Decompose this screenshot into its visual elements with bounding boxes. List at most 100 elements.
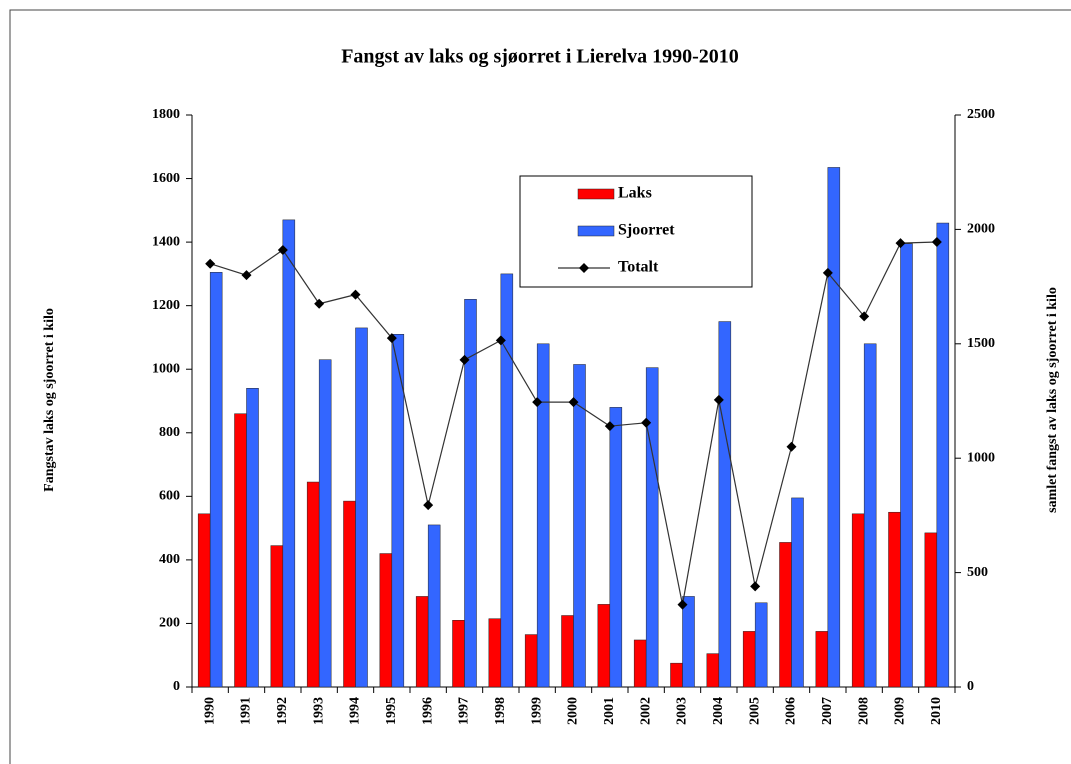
bar [888,511,901,688]
bar [561,615,574,688]
x-tick-label: 2000 [566,697,581,725]
bar [754,602,768,688]
x-tick-label: 2004 [711,697,726,725]
line-marker [677,599,688,610]
bar [597,604,611,688]
x-tick-label: 2010 [929,697,944,725]
line-marker [859,311,870,322]
bar [633,639,647,688]
bar [306,481,320,688]
bar [706,653,720,688]
x-tick-label: 1994 [348,697,363,725]
bar [815,631,829,688]
bar [234,413,247,688]
y-tick-label: 600 [159,489,180,504]
x-tick-label: 1990 [202,697,217,725]
x-tick-label: 2006 [784,697,799,725]
legend-label: Laks [618,185,652,202]
line-marker [568,397,579,408]
y-tick-label: 800 [159,425,180,440]
bar [524,634,538,688]
bar [209,272,223,688]
x-tick-label: 2007 [820,697,835,725]
y-tick-label: 1400 [152,234,180,249]
bar [645,367,659,688]
bar [464,299,477,688]
bar [791,497,804,688]
bar [452,620,465,688]
x-tick-label: 1995 [384,697,399,725]
legend-marker [579,263,589,273]
bar [827,167,841,688]
line-marker [822,267,833,278]
bar [573,364,586,688]
line-marker [604,421,615,432]
y2-tick-label: 1500 [967,336,995,351]
line-marker [350,289,361,300]
line-marker [931,236,942,247]
bar [742,631,756,688]
x-tick-label: 2003 [675,697,690,725]
y-tick-label: 400 [159,552,180,567]
y-axis-label: Fangstav laks og sjoorret i kilo [42,308,57,492]
x-tick-label: 2008 [856,697,871,725]
x-tick-label: 1997 [457,697,472,725]
y2-tick-label: 1000 [967,450,995,465]
y2-tick-label: 500 [967,565,988,580]
bar [427,524,441,688]
bar [718,321,732,688]
line-marker [495,335,506,346]
bar [391,334,405,688]
y2-tick-label: 2000 [967,222,995,237]
bar [343,500,356,688]
line-marker [314,298,325,309]
legend-swatch [577,225,615,237]
x-tick-label: 1991 [239,697,254,725]
x-tick-label: 1998 [493,697,508,725]
x-tick-label: 2009 [893,697,908,725]
bar [682,596,695,688]
y-tick-label: 1600 [152,171,180,186]
line-marker [205,258,216,269]
x-tick-label: 2002 [638,697,653,725]
bar [500,273,514,688]
line-marker [423,500,434,511]
bar [900,243,913,688]
legend-label: Totalt [618,259,659,276]
y-tick-label: 0 [173,679,180,694]
y2-tick-label: 2500 [967,107,995,122]
bar [246,388,259,688]
x-tick-label: 1992 [275,697,290,725]
bar [851,513,865,688]
x-tick-label: 2001 [602,697,617,725]
legend-swatch [577,188,615,200]
y2-axis-label: samlet fangst av laks og sjoorret i kilo [1045,287,1060,513]
y-tick-label: 200 [159,616,180,631]
line-marker [895,238,906,249]
chart-border [9,9,1071,764]
bar [318,359,332,688]
chart-title: Fangst av laks og sjøorret i Lierelva 19… [341,46,739,68]
bar [355,327,368,688]
line-marker [386,333,397,344]
bar [609,407,623,688]
line-marker [277,244,288,255]
line-marker [786,441,797,452]
x-tick-label: 1999 [529,697,544,725]
x-tick-label: 1993 [311,697,326,725]
bar [863,343,877,688]
y-tick-label: 1000 [152,361,180,376]
bar [488,618,502,688]
line-marker [641,417,652,428]
bar [270,545,284,688]
legend-label: Sjoorret [618,222,675,239]
x-tick-label: 1996 [420,697,435,725]
line-marker [750,581,761,592]
bar [379,553,393,688]
bar [536,343,550,688]
y-tick-label: 1200 [152,298,180,313]
line-marker [459,354,470,365]
bar [779,542,792,688]
bar [415,596,429,688]
